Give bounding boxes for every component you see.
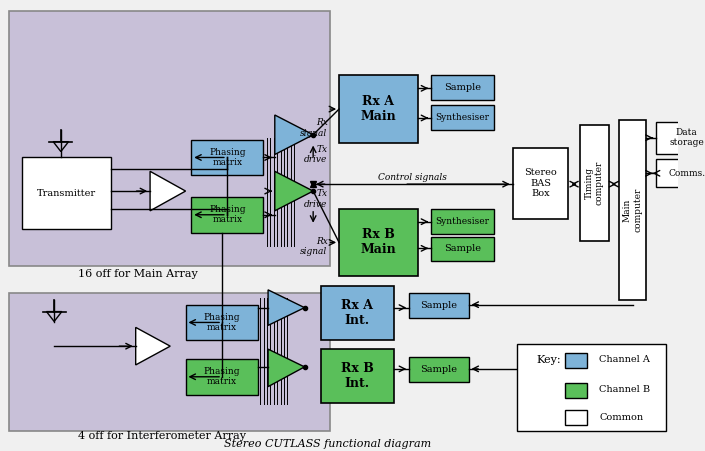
Bar [431,75,493,100]
Bar [23,157,111,229]
Text: Rx B
Int.: Rx B Int. [341,362,374,390]
Text: Synthesiser: Synthesiser [435,216,489,226]
Text: Main
computer: Main computer [623,188,642,232]
Polygon shape [268,349,305,387]
Bar [656,160,705,187]
Text: Control signals: Control signals [377,173,446,182]
Text: Data
storage: Data storage [670,128,704,147]
Text: Sample: Sample [420,301,458,310]
Bar [517,344,666,431]
Text: Sample: Sample [420,365,458,374]
Text: Tx
drive: Tx drive [304,145,328,164]
Bar [565,383,587,397]
Polygon shape [275,115,313,155]
Text: 4 off for Interferometer Array: 4 off for Interferometer Array [78,431,246,441]
Polygon shape [268,290,305,326]
Text: Stereo
BAS
Box: Stereo BAS Box [524,168,557,198]
Text: Common: Common [599,413,643,422]
Bar [321,349,393,404]
Text: Channel A: Channel A [599,355,650,364]
Bar [409,357,469,382]
Text: Sample: Sample [444,244,481,253]
Text: Rx
signal: Rx signal [300,118,328,138]
Bar [185,305,257,340]
Text: Comms.: Comms. [668,169,705,178]
Text: Timing
computer: Timing computer [584,161,604,205]
Text: Rx A
Int.: Rx A Int. [341,299,373,327]
Text: Phasing
matrix: Phasing matrix [209,205,245,225]
Text: Phasing
matrix: Phasing matrix [203,367,240,387]
Bar [191,140,263,175]
Text: Channel B: Channel B [599,385,650,394]
Bar [9,293,331,431]
Bar [431,105,493,130]
Bar [513,147,568,219]
Text: Phasing
matrix: Phasing matrix [209,148,245,167]
Bar [339,75,418,143]
Text: Tx
drive: Tx drive [304,189,328,209]
Bar [185,359,257,395]
Text: Stereo CUTLASS functional diagram: Stereo CUTLASS functional diagram [224,439,431,449]
Bar [431,209,493,234]
Bar [409,293,469,318]
Bar [431,236,493,261]
Text: Rx B
Main: Rx B Main [360,228,396,257]
Text: Key:: Key: [537,355,561,365]
Text: Synthesiser: Synthesiser [435,113,489,122]
Bar [565,353,587,368]
Polygon shape [275,171,313,211]
Bar [656,122,705,153]
Bar [191,197,263,233]
Bar [565,410,587,425]
Bar [321,286,393,340]
Bar [9,11,331,266]
Polygon shape [150,171,185,211]
Bar [580,125,608,241]
Text: Transmitter: Transmitter [37,189,96,198]
Polygon shape [135,327,170,365]
Text: Phasing
matrix: Phasing matrix [203,313,240,332]
Text: Sample: Sample [444,83,481,92]
Text: Rx
signal: Rx signal [300,237,328,256]
Text: 16 off for Main Array: 16 off for Main Array [78,269,198,279]
Text: Rx A
Main: Rx A Main [360,95,396,123]
Bar [339,209,418,276]
Bar [619,120,646,300]
